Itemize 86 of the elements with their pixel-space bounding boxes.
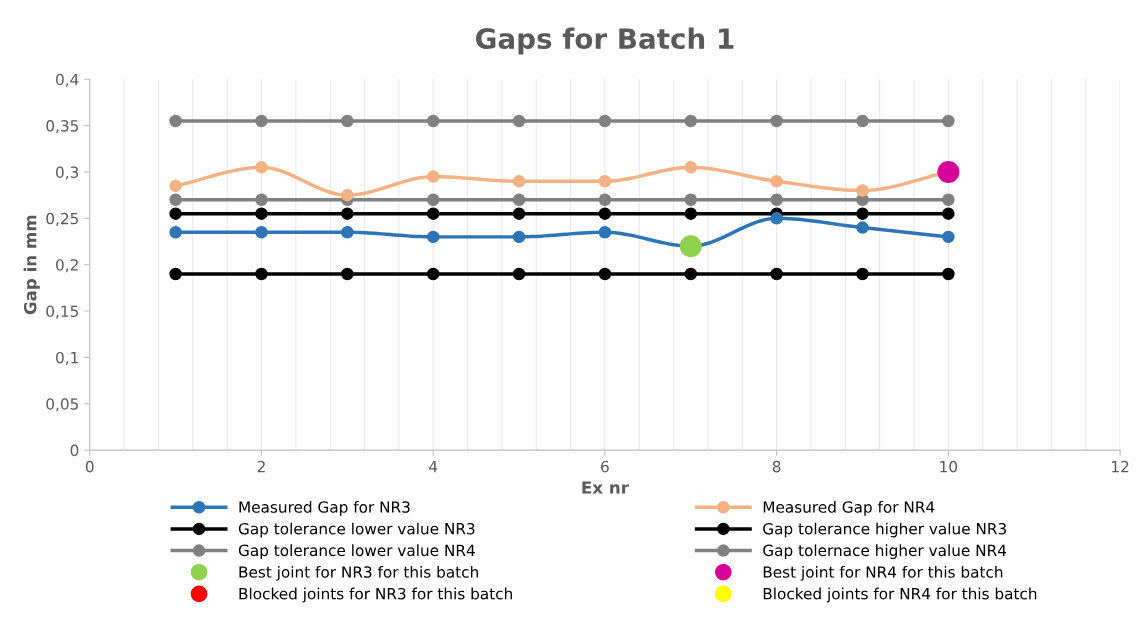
x-tick-label: 6 [601, 460, 609, 473]
chart-title: Gaps for Batch 1 [476, 27, 734, 55]
point [426, 207, 440, 220]
point [255, 225, 268, 239]
point [169, 207, 182, 220]
legend-label: Best joint for NR3 for this batch [239, 565, 478, 581]
y-tick-label: 0,1 [56, 351, 78, 365]
point [512, 267, 526, 281]
point [684, 207, 698, 220]
point [684, 114, 698, 128]
legend-label: Gap tolerance lower value NR4 [238, 544, 475, 560]
point [426, 114, 440, 128]
point [512, 174, 526, 188]
legend-label: Gap tolerance higher value NR3 [763, 522, 1006, 538]
legend-label: Best joint for NR4 for this batch [763, 565, 1003, 581]
x-tick-label: 0 [85, 460, 94, 473]
point [426, 193, 440, 207]
point [942, 114, 955, 128]
y-tick-label: 0,05 [46, 398, 78, 412]
legend-label: Measured Gap for NR4 [763, 500, 935, 516]
point [937, 160, 960, 183]
point [770, 193, 783, 207]
point [341, 267, 354, 281]
point [856, 267, 869, 281]
y-tick-label: 0,2 [56, 259, 78, 273]
y-axis-title: Gap in mm [23, 215, 40, 315]
y-tick-label: 0,25 [46, 212, 78, 226]
point [770, 267, 783, 281]
point [255, 207, 268, 220]
point [598, 174, 612, 188]
point [426, 170, 440, 183]
point [512, 114, 526, 128]
legend-label: Gap tolernace higher value NR4 [763, 544, 1007, 560]
y-tick-label: 0,3 [56, 166, 79, 180]
x-axis-title: Ex nr [582, 481, 629, 494]
x-tick-label: 12 [1112, 460, 1129, 473]
point [684, 193, 698, 207]
legend-label: Blocked joints for NR4 for this batch [763, 587, 1037, 603]
point [770, 114, 783, 128]
y-tick-label: 0,15 [46, 305, 78, 319]
x-tick-label: 10 [940, 460, 958, 473]
point [255, 193, 268, 207]
point [341, 225, 354, 239]
point [598, 267, 612, 281]
x-tick-label: 4 [429, 461, 438, 473]
point [169, 114, 182, 128]
point [770, 212, 783, 225]
legend-label: Measured Gap for NR3 [239, 500, 410, 516]
point [856, 184, 869, 197]
point [426, 230, 440, 244]
x-tick-label: 2 [257, 460, 265, 473]
point [856, 114, 869, 128]
point [942, 193, 955, 207]
point [598, 114, 612, 128]
point [255, 267, 268, 281]
point [856, 221, 869, 234]
point [856, 207, 869, 220]
point [341, 188, 354, 202]
point [512, 230, 526, 244]
point [169, 179, 182, 193]
y-tick-label: 0 [70, 444, 79, 457]
point [598, 207, 612, 220]
point [255, 161, 268, 174]
point [512, 207, 526, 220]
point [341, 114, 354, 128]
point [942, 267, 955, 281]
point [942, 207, 955, 220]
point [679, 235, 702, 258]
y-tick-label: 0,35 [46, 120, 78, 134]
point [942, 230, 955, 244]
point [169, 267, 182, 281]
point [598, 193, 612, 207]
y-tick-label: 0,4 [56, 73, 79, 87]
point [169, 193, 182, 207]
point [684, 161, 698, 174]
point [255, 114, 268, 128]
point [598, 225, 612, 239]
point [426, 267, 440, 281]
point [770, 174, 783, 188]
point [169, 225, 182, 239]
legend-label: Gap tolerance lower value NR3 [238, 522, 475, 538]
point [684, 267, 698, 281]
point [512, 193, 526, 207]
point [341, 207, 354, 220]
x-tick-label: 8 [772, 460, 781, 473]
legend-label: Blocked joints for NR3 for this batch [239, 587, 512, 603]
